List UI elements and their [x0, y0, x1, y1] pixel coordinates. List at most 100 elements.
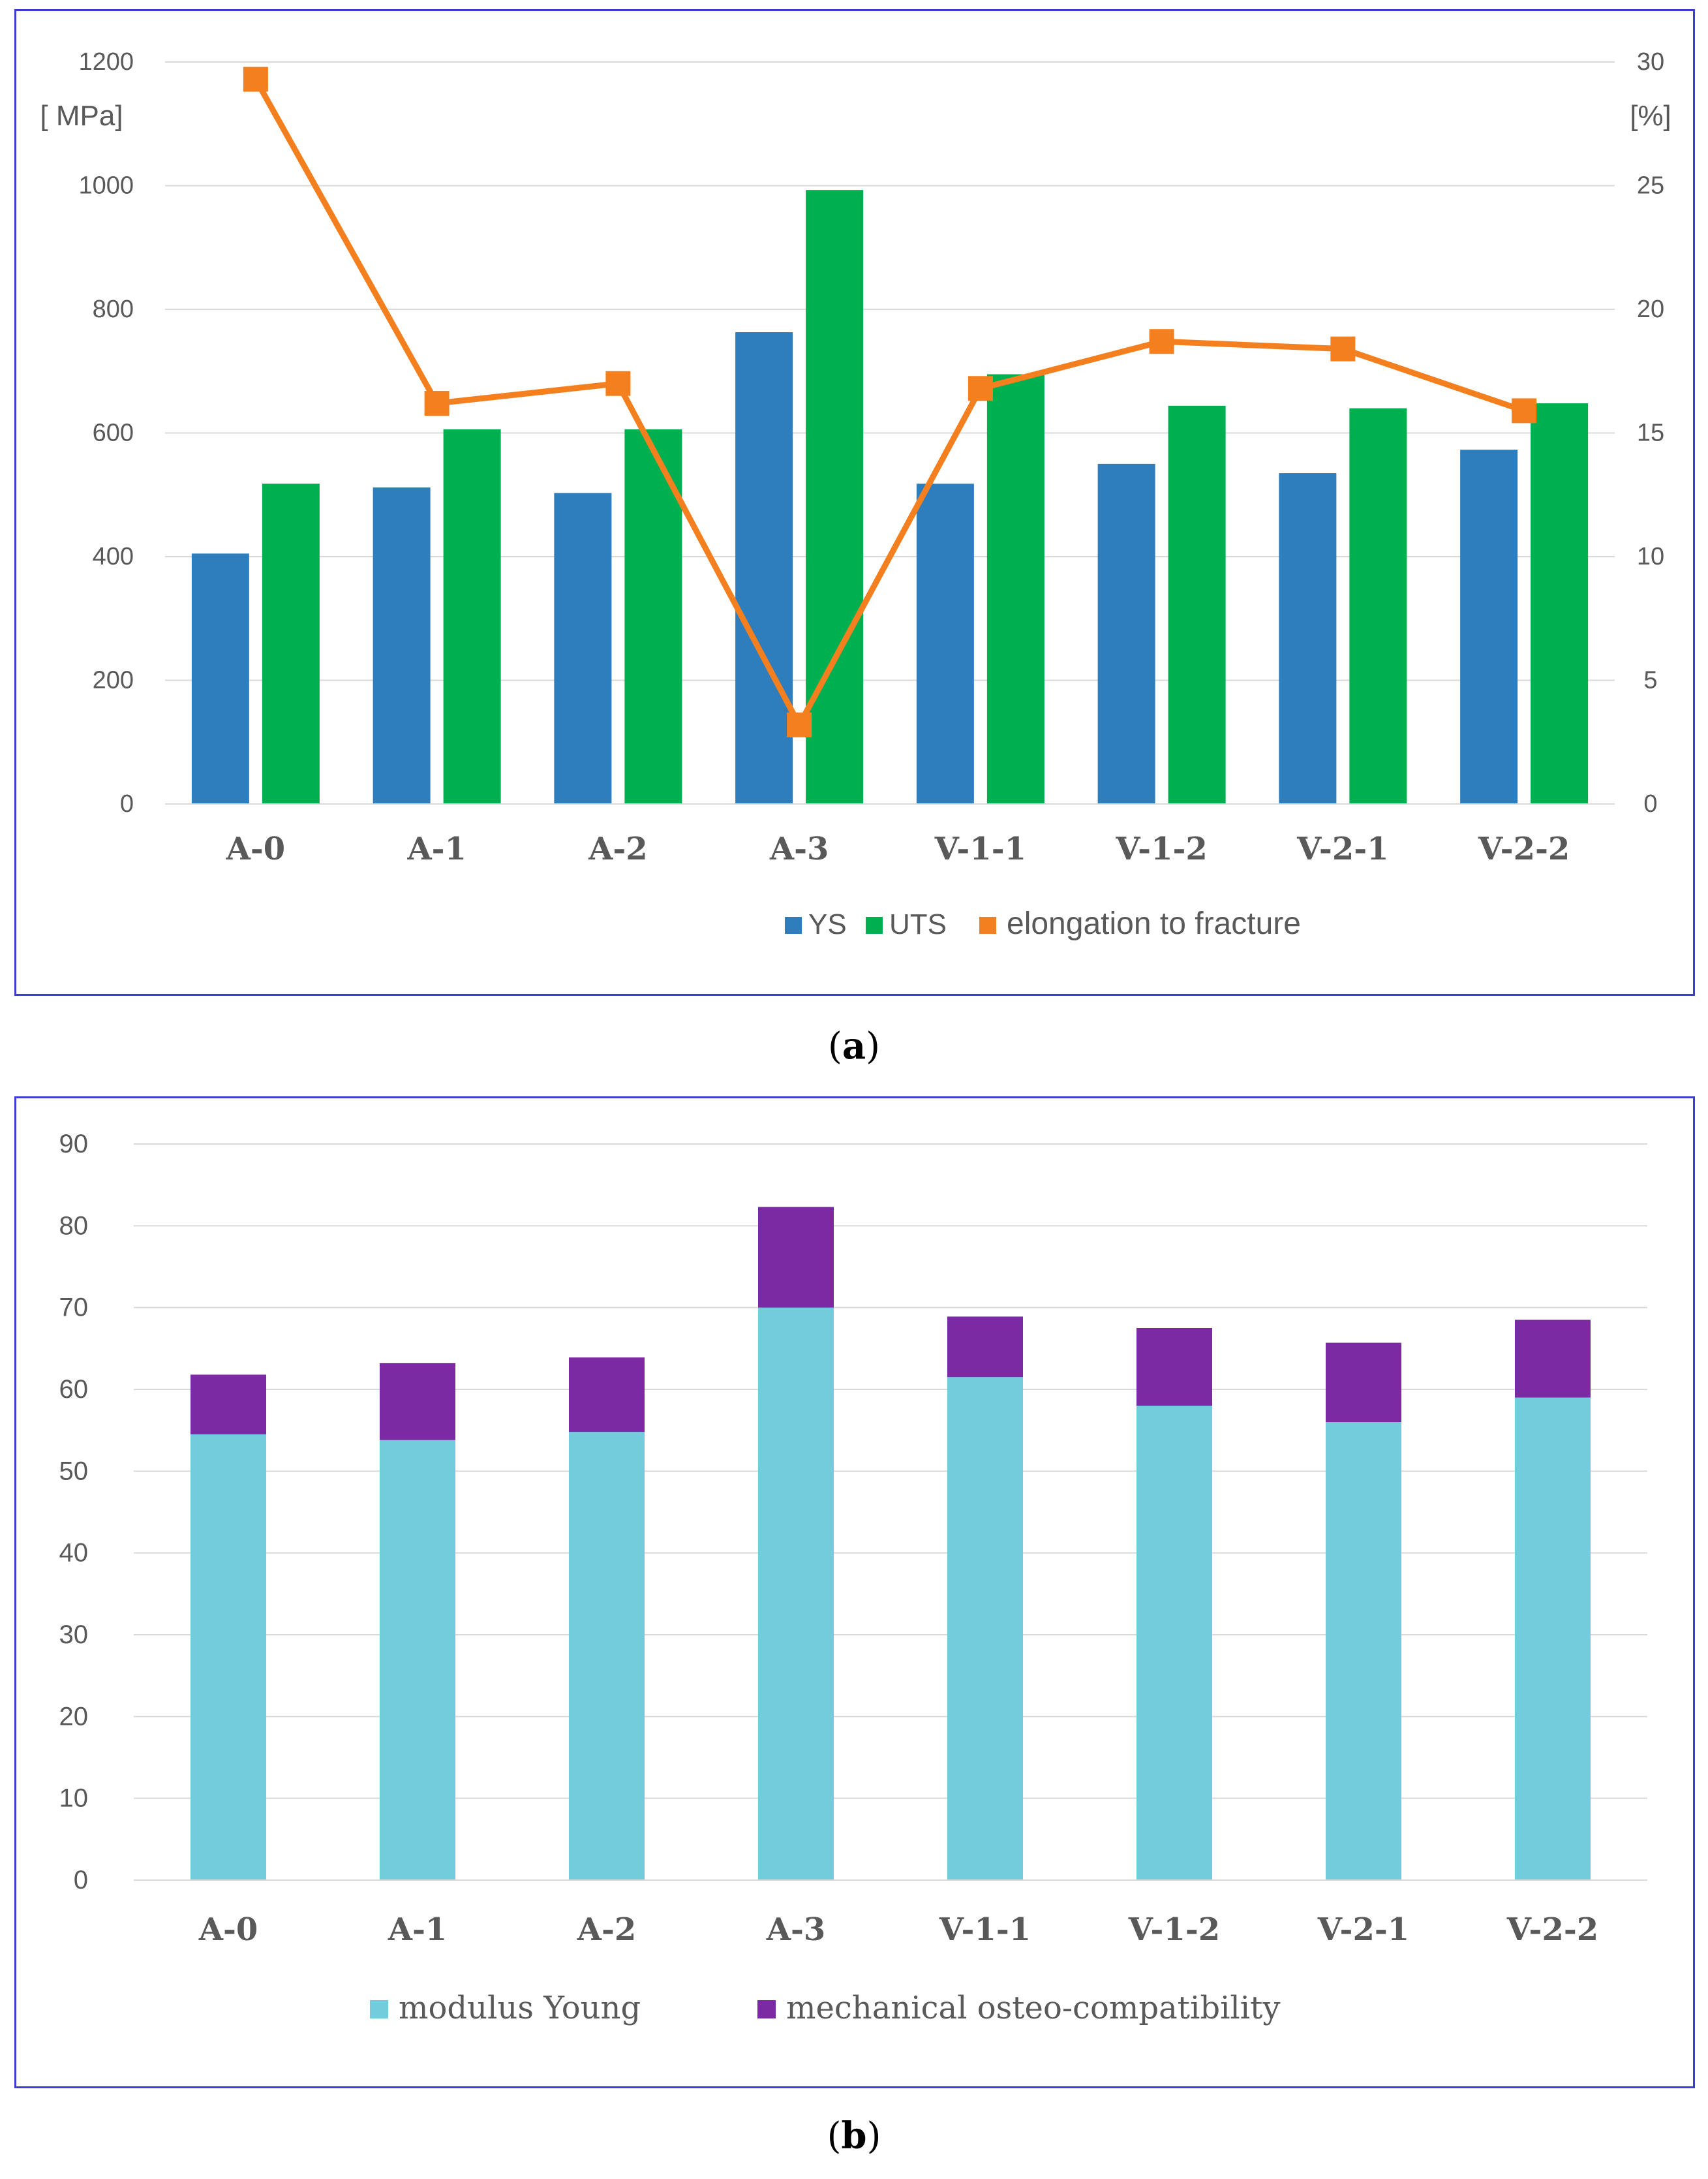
x-tick-label: A-0 — [226, 831, 286, 867]
y-tick-label: 50 — [59, 1457, 89, 1485]
caption-b: (b) — [827, 2114, 881, 2157]
legend-elongation-label: elongation to fracture — [1007, 906, 1301, 941]
y-left-tick-label: 1000 — [78, 172, 134, 200]
x-tick-label: V-1-1 — [939, 1911, 1031, 1948]
elongation-marker — [1512, 398, 1537, 424]
bar-osteo-compatibility — [1515, 1320, 1591, 1398]
bar-modulus-young — [947, 1377, 1023, 1880]
x-tick-label: A-2 — [588, 831, 648, 867]
bar-osteo-compatibility — [380, 1363, 455, 1440]
y-right-tick-label: 20 — [1637, 296, 1664, 323]
x-tick-label: V-1-1 — [934, 831, 1026, 867]
elongation-marker — [605, 371, 631, 396]
y-tick-label: 10 — [59, 1784, 89, 1813]
x-tick-label: V-1-2 — [1115, 831, 1207, 867]
y-tick-label: 20 — [59, 1702, 89, 1731]
chart-b-panel: 0 10 20 30 40 50 60 70 80 90 A-0 A-1 A-2 A-3 V-1-1 V-1-… — [14, 1096, 1695, 2088]
bar-ys — [1279, 473, 1337, 804]
elongation-marker — [424, 391, 450, 416]
elongation-marker — [968, 376, 993, 401]
x-tick-label: A-0 — [198, 1911, 258, 1948]
bar-ys — [1460, 450, 1518, 804]
chart-a-panel: 0 200 400 600 800 1000 1200 0 5 10 15 20 25 30 [ MPa] [… — [14, 9, 1695, 996]
y-left-axis-label: [ MPa] — [40, 100, 123, 132]
elongation-marker — [1330, 336, 1356, 362]
bar-osteo-compatibility — [1136, 1328, 1212, 1406]
y-tick-label: 60 — [59, 1375, 89, 1404]
chart-b: 0 10 20 30 40 50 60 70 80 90 A-0 A-1 A-2 A-3 V-1-1 V-1-… — [59, 1130, 1647, 2026]
bar-modulus-young — [758, 1307, 834, 1880]
bar-ys — [916, 484, 974, 804]
y-tick-label: 80 — [59, 1211, 89, 1240]
x-tick-label: V-2-2 — [1506, 1911, 1598, 1948]
chart-a: 0 200 400 600 800 1000 1200 0 5 10 15 20 25 30 [ MPa] [… — [40, 48, 1671, 941]
y-right-axis-label: [%] — [1630, 100, 1671, 132]
legend-uts-swatch — [866, 917, 883, 934]
bar-ys — [1097, 463, 1155, 804]
x-tick-label: V-2-2 — [1478, 831, 1570, 867]
y-right-tick-label: 25 — [1637, 172, 1664, 200]
y-right-tick-label: 10 — [1637, 543, 1664, 570]
legend-uts-label: UTS — [889, 908, 947, 940]
y-right-tick-label: 30 — [1637, 48, 1664, 76]
y-tick-label: 40 — [59, 1539, 89, 1568]
bar-modulus-young — [191, 1434, 266, 1880]
bar-ys — [735, 332, 793, 804]
y-right-tick-label: 15 — [1637, 420, 1664, 447]
bar-osteo-compatibility — [758, 1207, 834, 1308]
x-tick-label: A-1 — [406, 831, 466, 867]
bar-osteo-compatibility — [569, 1357, 645, 1432]
y-tick-label: 90 — [59, 1130, 89, 1158]
y-left-tick-label: 200 — [93, 667, 134, 694]
bar-osteo-compatibility — [191, 1374, 266, 1434]
y-left-tick-label: 400 — [93, 543, 134, 570]
caption-b-letter: b — [841, 2114, 867, 2157]
y-tick-label: 70 — [59, 1293, 89, 1322]
bar-modulus-young — [569, 1432, 645, 1880]
bar-ys — [554, 493, 612, 804]
x-tick-label: A-2 — [577, 1911, 637, 1948]
legend-elongation-swatch — [979, 917, 996, 934]
y-tick-label: 0 — [74, 1866, 88, 1894]
elongation-marker — [1149, 329, 1174, 354]
elongation-line — [252, 78, 1525, 728]
legend-osteo-swatch — [757, 2000, 776, 2018]
bar-modulus-young — [1326, 1422, 1401, 1880]
legend-modulus-swatch — [370, 2000, 388, 2018]
x-tick-label: V-2-1 — [1317, 1911, 1409, 1948]
bar-osteo-compatibility — [1326, 1342, 1401, 1423]
bar-uts — [986, 374, 1045, 804]
bar-uts — [1349, 408, 1407, 804]
caption-a: (a) — [827, 1025, 880, 1068]
bar-uts — [1531, 403, 1589, 804]
legend-modulus-label: modulus Young — [399, 1990, 641, 2026]
x-tick-label: V-2-1 — [1296, 831, 1388, 867]
bar-uts — [262, 484, 320, 804]
bar-uts — [1168, 405, 1226, 804]
legend-ys-swatch — [785, 917, 802, 934]
elongation-marker — [787, 712, 812, 737]
elongation-marker — [243, 67, 268, 92]
x-tick-label: A-3 — [769, 831, 829, 867]
y-left-tick-label: 0 — [120, 790, 134, 818]
bar-modulus-young — [380, 1440, 455, 1880]
y-left-tick-label: 800 — [93, 296, 134, 323]
x-tick-label: A-1 — [388, 1911, 448, 1948]
y-left-tick-label: 1200 — [78, 48, 134, 76]
bar-uts — [443, 429, 501, 804]
bar-uts — [806, 190, 864, 804]
x-tick-label: A-3 — [766, 1911, 826, 1948]
x-tick-label: V-1-2 — [1128, 1911, 1220, 1948]
bar-modulus-young — [1136, 1406, 1212, 1880]
legend-ys-label: YS — [808, 908, 847, 940]
caption-a-letter: a — [842, 1025, 866, 1068]
y-left-tick-label: 600 — [93, 420, 134, 447]
legend-osteo-label: mechanical osteo-compatibility — [786, 1990, 1281, 2026]
bar-ys — [191, 553, 249, 804]
bar-modulus-young — [1515, 1397, 1591, 1880]
bar-ys — [373, 487, 431, 804]
y-right-tick-label: 5 — [1643, 667, 1657, 694]
y-right-tick-label: 0 — [1643, 790, 1657, 818]
bar-osteo-compatibility — [947, 1316, 1023, 1378]
y-tick-label: 30 — [59, 1620, 89, 1649]
